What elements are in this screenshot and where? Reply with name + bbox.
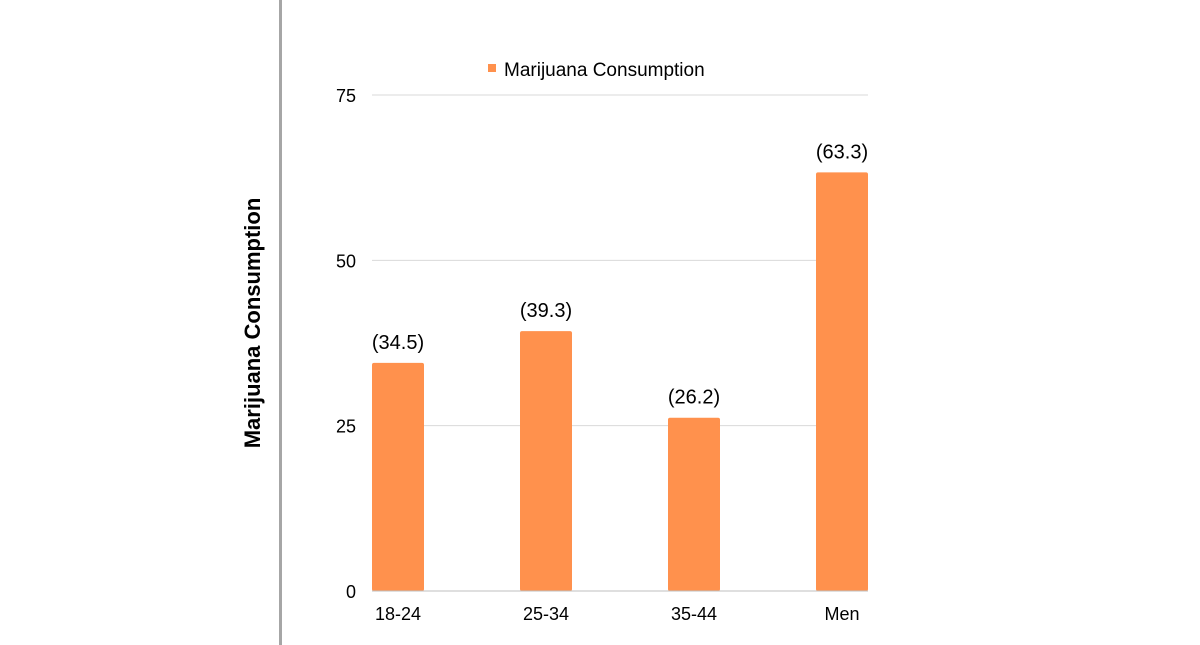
x-tick-labels: 18-24 25-34 35-44 Men — [375, 604, 860, 624]
x-tick-label: Men — [824, 604, 859, 624]
data-label: (34.5) — [372, 332, 424, 354]
x-tick-label: 35-44 — [671, 604, 717, 624]
data-label: (39.3) — [520, 300, 572, 322]
legend-swatch — [488, 64, 496, 72]
y-tick-label: 50 — [336, 251, 356, 271]
gridlines — [372, 94, 868, 427]
y-tick-labels: 0 25 50 75 — [336, 86, 356, 602]
y-tick-label: 75 — [336, 86, 356, 106]
data-label: (26.2) — [668, 387, 720, 409]
legend-label: Marijuana Consumption — [504, 60, 705, 81]
bar — [668, 417, 720, 591]
x-tick-label: 25-34 — [523, 604, 569, 624]
bar — [816, 172, 868, 591]
data-label: (63.3) — [816, 141, 868, 163]
bars — [372, 172, 868, 591]
legend: Marijuana Consumption — [488, 60, 705, 81]
vertical-divider — [279, 0, 282, 645]
data-labels: (34.5) (39.3) (26.2) (63.3) — [372, 141, 868, 408]
y-tick-label: 25 — [336, 417, 356, 437]
bar — [520, 331, 572, 591]
x-tick-label: 18-24 — [375, 604, 421, 624]
bar — [372, 362, 424, 591]
y-tick-label: 0 — [346, 582, 356, 602]
